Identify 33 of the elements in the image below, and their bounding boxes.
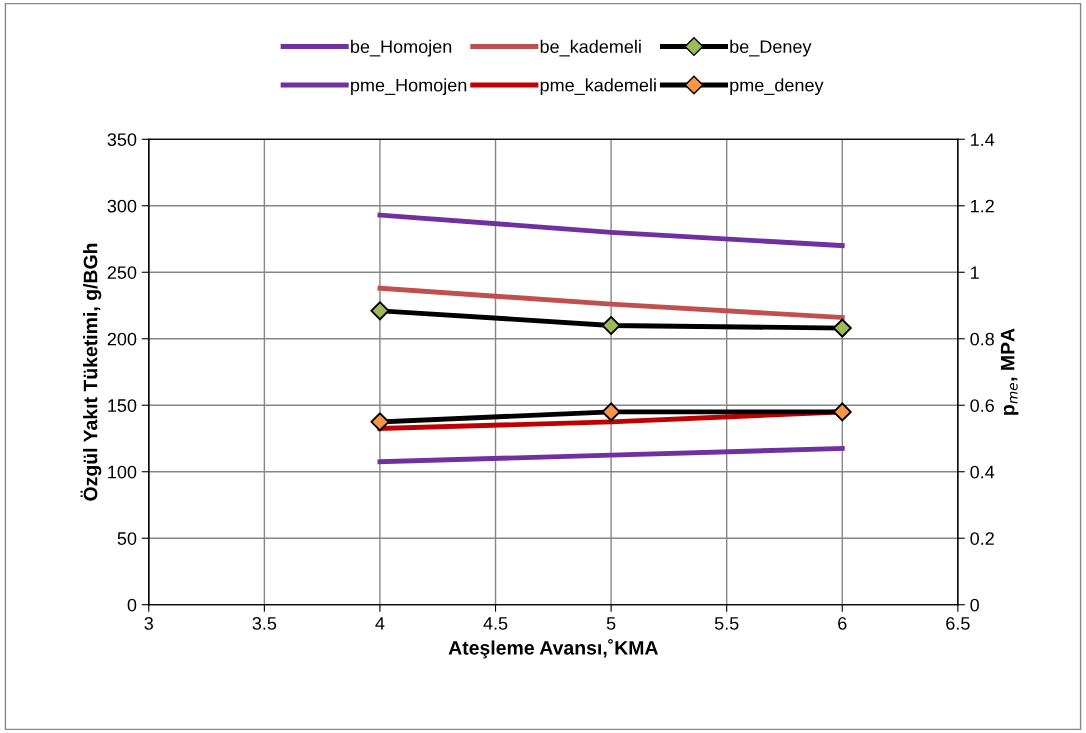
x-tick-label: 3.5: [252, 617, 277, 630]
y2-tick-label: 0: [970, 598, 979, 612]
legend-label: be_kademeli: [540, 39, 641, 57]
y-axis-title: Özgül Yakıt Tüketimi, g/BGh: [80, 243, 102, 501]
y-tick-label: 100: [108, 465, 137, 479]
y2-tick-label: 1.2: [971, 199, 994, 213]
y-tick-label: 150: [108, 399, 137, 412]
y2-tick-label: 0.8: [970, 332, 994, 346]
y2-tick-label: 0.4: [970, 465, 995, 479]
legend-label: pme_deney: [730, 78, 824, 96]
y-tick-label: 50: [117, 532, 137, 545]
y2-tick-label: 0.6: [970, 399, 994, 412]
y2-tick-label: 1.4: [971, 133, 995, 146]
legend-label: pme_Homojen: [351, 78, 467, 96]
y-tick-label: 250: [107, 266, 137, 279]
y2-axis-title: p$_{me}$, MPA: [1000, 328, 1019, 415]
x-tick-label: 6: [838, 617, 847, 630]
y-tick-label: 300: [107, 199, 137, 213]
legend-label: pme_kademeli: [540, 78, 656, 96]
x-tick-label: 4: [375, 617, 385, 630]
y-tick-label: 350: [107, 133, 137, 146]
x-tick-label: 5: [606, 617, 616, 630]
legend-label: be_Homojen: [351, 39, 452, 57]
x-tick-label: 6.5: [946, 617, 970, 630]
y-tick-label: 0: [127, 598, 137, 612]
x-tick-label: 3: [144, 617, 154, 630]
y-tick-label: 200: [107, 332, 137, 346]
y2-tick-label: 0.2: [970, 532, 994, 545]
y2-tick-label: 1: [971, 266, 979, 279]
x-axis-title: Ateşleme Avansı,˚KMA: [448, 638, 658, 659]
x-tick-label: 5.5: [714, 617, 739, 630]
legend-label: be_Deney: [730, 39, 812, 57]
x-tick-label: 4.5: [483, 617, 508, 630]
